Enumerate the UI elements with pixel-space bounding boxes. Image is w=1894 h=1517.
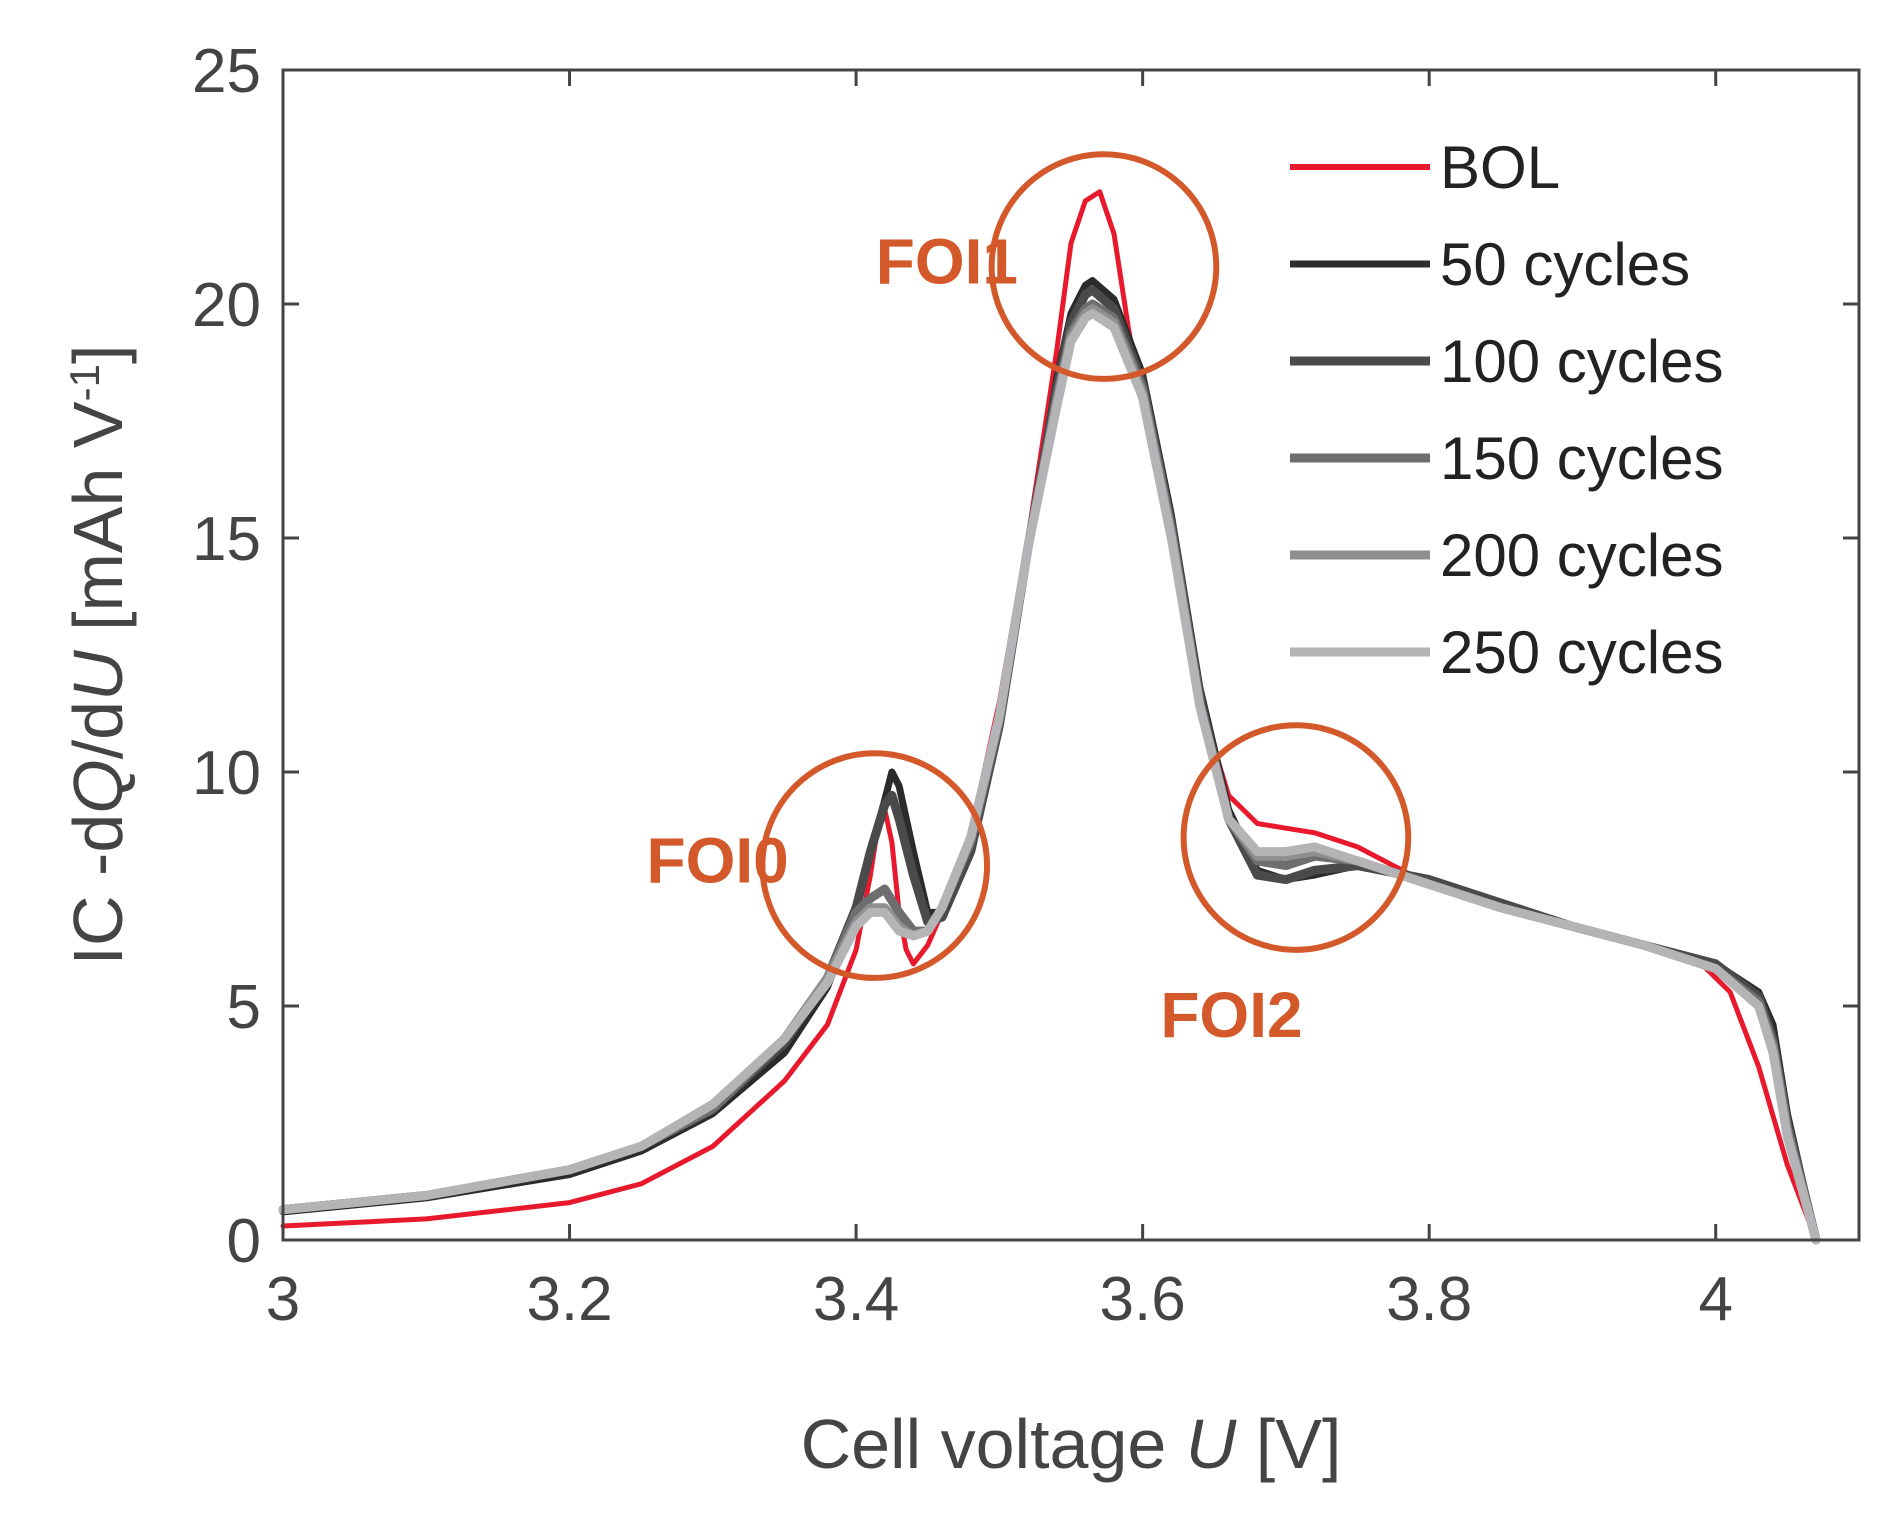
- y-tick-label-4: 20: [192, 271, 261, 340]
- x-tick-label-2: 3.4: [813, 1265, 899, 1334]
- axes: 3 3.2 3.4 3.6 3.8 4 0 5 10 15 20 25: [192, 37, 1861, 1334]
- y-axis-label-sup: -1: [61, 364, 108, 401]
- legend-label-1: 50 cycles: [1440, 231, 1690, 298]
- plot-area: [283, 70, 1859, 1240]
- y-axis-label-q: Q: [59, 759, 137, 813]
- x-axis-label-suffix: [V]: [1236, 1405, 1341, 1483]
- foi-label-0: FOI0: [647, 825, 789, 897]
- y-tick-label-1: 5: [227, 973, 261, 1042]
- axes-box: [281, 68, 1861, 1242]
- foi-label-1: FOI1: [876, 225, 1018, 297]
- x-tick-label-5: 4: [1698, 1265, 1732, 1334]
- x-tick-label-4: 3.8: [1386, 1265, 1472, 1334]
- x-axis-label-var: U: [1186, 1405, 1237, 1483]
- y-tick-label-2: 10: [192, 739, 261, 808]
- y-tick-label-5: 25: [192, 37, 261, 106]
- y-tick-label-3: 15: [192, 505, 261, 574]
- x-tick-label-1: 3.2: [526, 1265, 612, 1334]
- legend-label-5: 250 cycles: [1440, 619, 1723, 686]
- series-line-5: [278, 308, 1821, 1245]
- x-tick-label-0: 3: [266, 1265, 300, 1334]
- legend-label-4: 200 cycles: [1440, 522, 1723, 589]
- legend-label-2: 100 cycles: [1440, 328, 1723, 395]
- legend-label-0: BOL: [1440, 134, 1560, 201]
- legend: BOL 50 cycles 100 cycles 150 cycles 200 cycl…: [1290, 134, 1723, 686]
- foi-circle-2: [1180, 722, 1412, 953]
- series-lines: [278, 189, 1821, 1245]
- x-tick-label-3: 3.6: [1100, 1265, 1186, 1334]
- x-axis-label-prefix: Cell voltage: [801, 1405, 1186, 1483]
- x-axis-label: Cell voltage U [V]: [801, 1405, 1342, 1483]
- foi-label-2: FOI2: [1160, 979, 1302, 1051]
- y-tick-label-0: 0: [227, 1207, 261, 1276]
- annotations: FOI0 FOI1 FOI2: [647, 151, 1412, 1051]
- foi-circle-1: [988, 151, 1220, 382]
- foi-circle-0: [759, 750, 991, 981]
- y-axis-label-p1: IC -d: [59, 814, 137, 966]
- y-axis-label-p4: ]: [59, 345, 137, 364]
- legend-label-3: 150 cycles: [1440, 425, 1723, 492]
- y-axis-label-p2: /d: [59, 701, 137, 759]
- y-axis-label-u: U: [59, 650, 137, 701]
- y-axis-label: IC -dQ/dU [mAh V-1]: [59, 345, 137, 966]
- y-axis-label-p3: [mAh V: [59, 401, 137, 650]
- plot-background: [283, 70, 1859, 1240]
